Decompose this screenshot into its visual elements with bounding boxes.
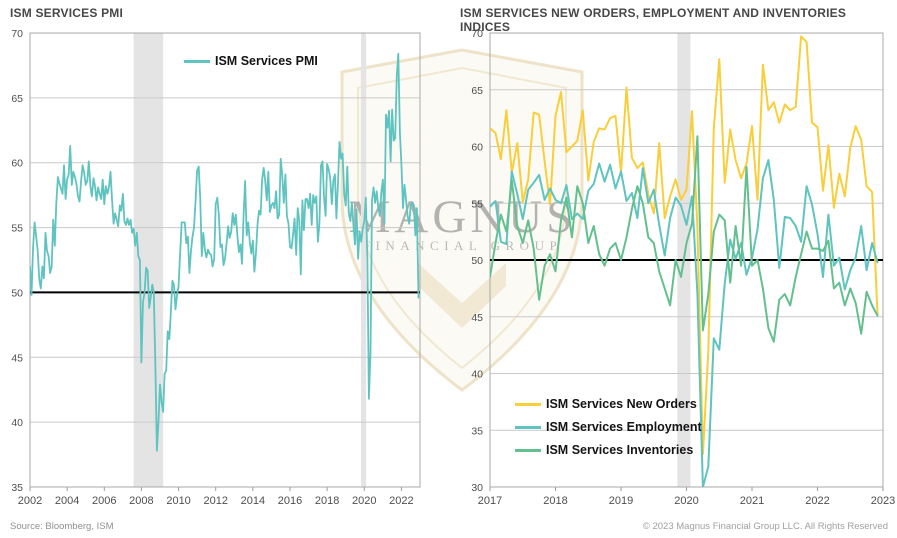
x-tick-label: 2016 bbox=[278, 495, 302, 507]
y-tick-label: 70 bbox=[11, 28, 23, 40]
y-tick-label: 50 bbox=[11, 287, 23, 299]
y-tick-label: 60 bbox=[11, 158, 23, 170]
left-chart-legend: ISM Services PMI bbox=[184, 53, 318, 76]
x-tick-label: 2017 bbox=[478, 495, 502, 507]
y-tick-label: 50 bbox=[471, 255, 483, 267]
y-tick-label: 55 bbox=[471, 198, 483, 210]
y-tick-label: 40 bbox=[471, 369, 483, 381]
x-tick-label: 2022 bbox=[389, 495, 413, 507]
y-tick-label: 65 bbox=[11, 93, 23, 105]
legend-label: ISM Services New Orders bbox=[546, 397, 697, 411]
x-tick-label: 2010 bbox=[166, 495, 190, 507]
x-tick-label: 2022 bbox=[805, 495, 829, 507]
y-tick-label: 35 bbox=[11, 482, 23, 494]
left-chart-title: ISM SERVICES PMI bbox=[10, 6, 124, 20]
x-tick-label: 2004 bbox=[55, 495, 79, 507]
y-tick-label: 70 bbox=[471, 28, 483, 40]
y-tick-label: 35 bbox=[471, 425, 483, 437]
copyright-note: © 2023 Magnus Financial Group LLC. All R… bbox=[642, 521, 888, 532]
legend-label: ISM Services PMI bbox=[215, 54, 318, 68]
x-tick-label: 2018 bbox=[543, 495, 567, 507]
legend-swatch bbox=[515, 425, 541, 429]
x-tick-label: 2020 bbox=[674, 495, 698, 507]
y-tick-label: 45 bbox=[471, 312, 483, 324]
x-tick-label: 2014 bbox=[241, 495, 265, 507]
legend-swatch bbox=[515, 448, 541, 452]
y-tick-label: 60 bbox=[471, 142, 483, 154]
right-chart-title: ISM SERVICES NEW ORDERS, EMPLOYMENT AND … bbox=[460, 6, 847, 34]
legend-item: ISM Services PMI bbox=[184, 53, 318, 69]
x-tick-label: 2021 bbox=[740, 495, 764, 507]
x-tick-label: 2012 bbox=[203, 495, 227, 507]
x-tick-label: 2002 bbox=[18, 495, 42, 507]
right-chart-legend: ISM Services New Orders ISM Services Empl… bbox=[515, 396, 702, 465]
legend-item: ISM Services Employment bbox=[515, 419, 702, 435]
x-tick-label: 2018 bbox=[315, 495, 339, 507]
source-note: Source: Bloomberg, ISM bbox=[10, 521, 114, 532]
x-tick-label: 2023 bbox=[871, 495, 895, 507]
legend-item: ISM Services New Orders bbox=[515, 396, 702, 412]
legend-swatch bbox=[184, 59, 210, 63]
y-tick-label: 30 bbox=[471, 482, 483, 494]
legend-swatch bbox=[515, 402, 541, 406]
x-tick-label: 2006 bbox=[92, 495, 116, 507]
x-tick-label: 2019 bbox=[609, 495, 633, 507]
y-tick-label: 45 bbox=[11, 352, 23, 364]
x-tick-label: 2020 bbox=[352, 495, 376, 507]
y-tick-label: 65 bbox=[471, 85, 483, 97]
y-tick-label: 40 bbox=[11, 417, 23, 429]
legend-item: ISM Services Inventories bbox=[515, 442, 702, 458]
legend-label: ISM Services Employment bbox=[546, 420, 702, 434]
legend-label: ISM Services Inventories bbox=[546, 443, 694, 457]
x-tick-label: 2008 bbox=[129, 495, 153, 507]
y-tick-label: 55 bbox=[11, 223, 23, 235]
